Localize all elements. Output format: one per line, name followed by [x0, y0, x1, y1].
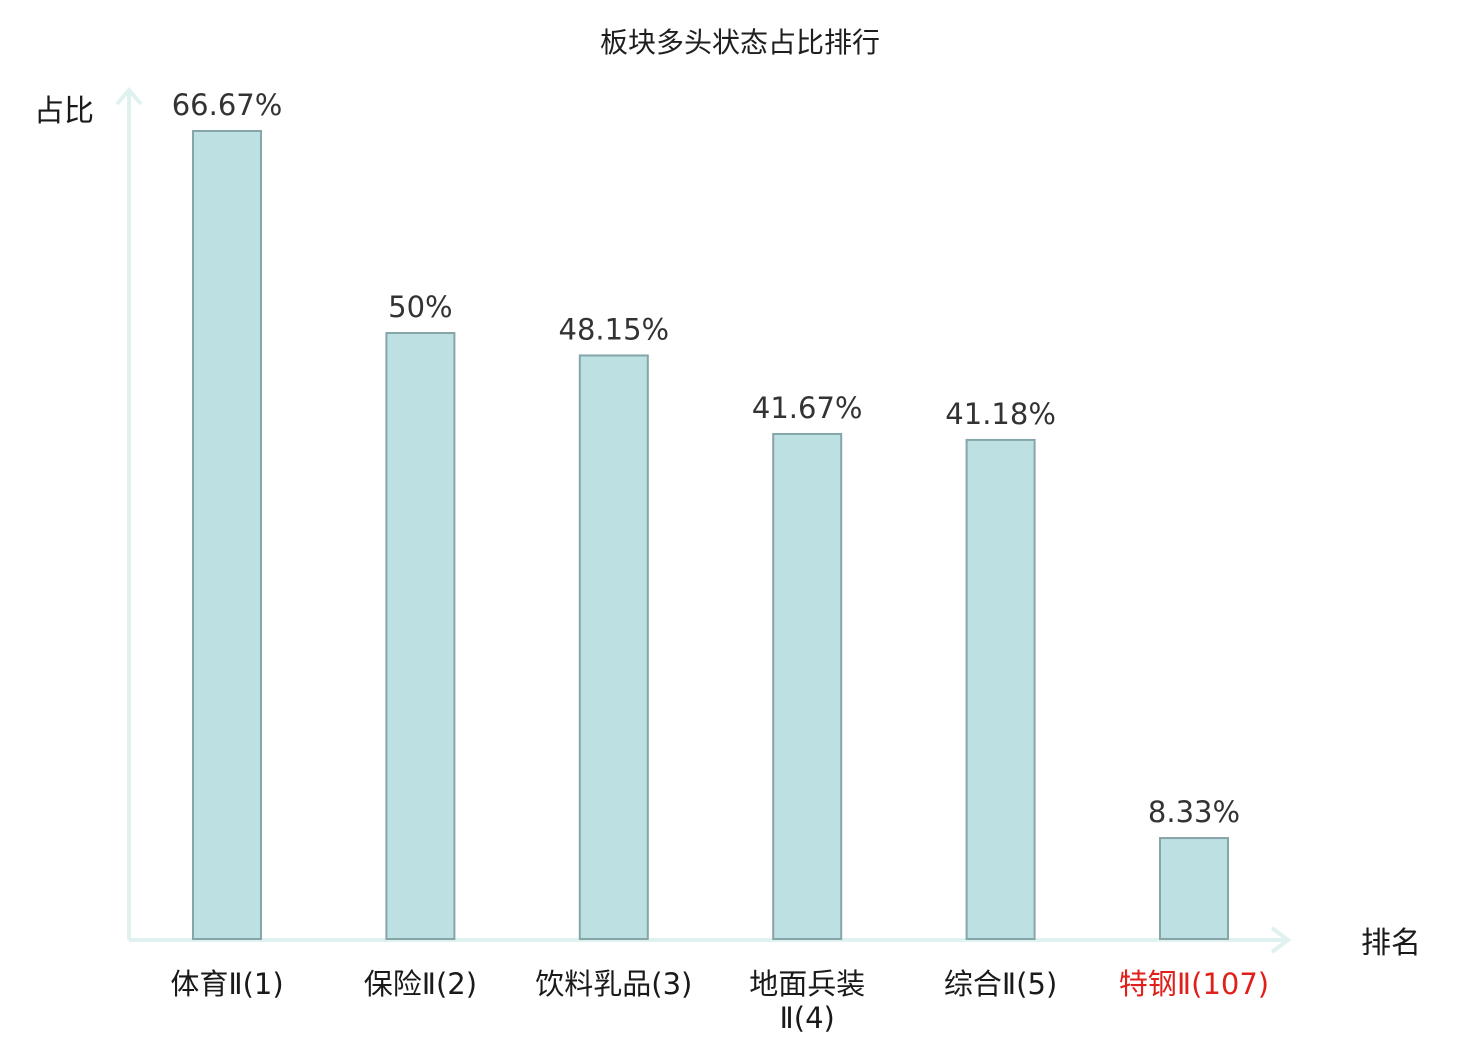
value-label-3: 48.15% [559, 312, 670, 346]
category-label-1: 体育Ⅱ(1) [170, 967, 283, 1001]
value-label-6: 8.33% [1148, 795, 1240, 829]
y-axis-label: 占比 [34, 94, 94, 129]
category-label-2: 保险Ⅱ(2) [364, 967, 477, 1001]
bar-3 [578, 354, 649, 940]
bar-6 [1159, 837, 1229, 941]
bars-layer [192, 130, 1229, 941]
bar-5 [965, 438, 1036, 940]
bar-2 [385, 332, 456, 941]
bar-1 [192, 130, 262, 940]
category-label-3: 饮料乳品(3) [535, 967, 692, 1001]
chart-title: 板块多头状态占比排行 [600, 26, 880, 59]
value-labels-layer: 66.67% 50% 48.15% 41.67% 41.18% 8.33% [172, 88, 1240, 829]
x-axis-label: 排名 [1361, 926, 1421, 961]
value-label-4: 41.67% [752, 391, 863, 425]
y-axis [115, 86, 143, 940]
value-label-1: 66.67% [172, 88, 283, 122]
x-axis [129, 926, 1292, 954]
bar-4 [772, 432, 843, 940]
category-label-4-line-2: Ⅱ(4) [780, 1001, 835, 1035]
category-label-6: 特钢Ⅱ(107) [1119, 967, 1269, 1001]
category-label-5: 综合Ⅱ(5) [944, 967, 1057, 1001]
value-label-2: 50% [388, 290, 452, 324]
category-label-4-line-1: 地面兵装 [749, 967, 865, 1001]
value-label-5: 41.18% [945, 397, 1056, 431]
